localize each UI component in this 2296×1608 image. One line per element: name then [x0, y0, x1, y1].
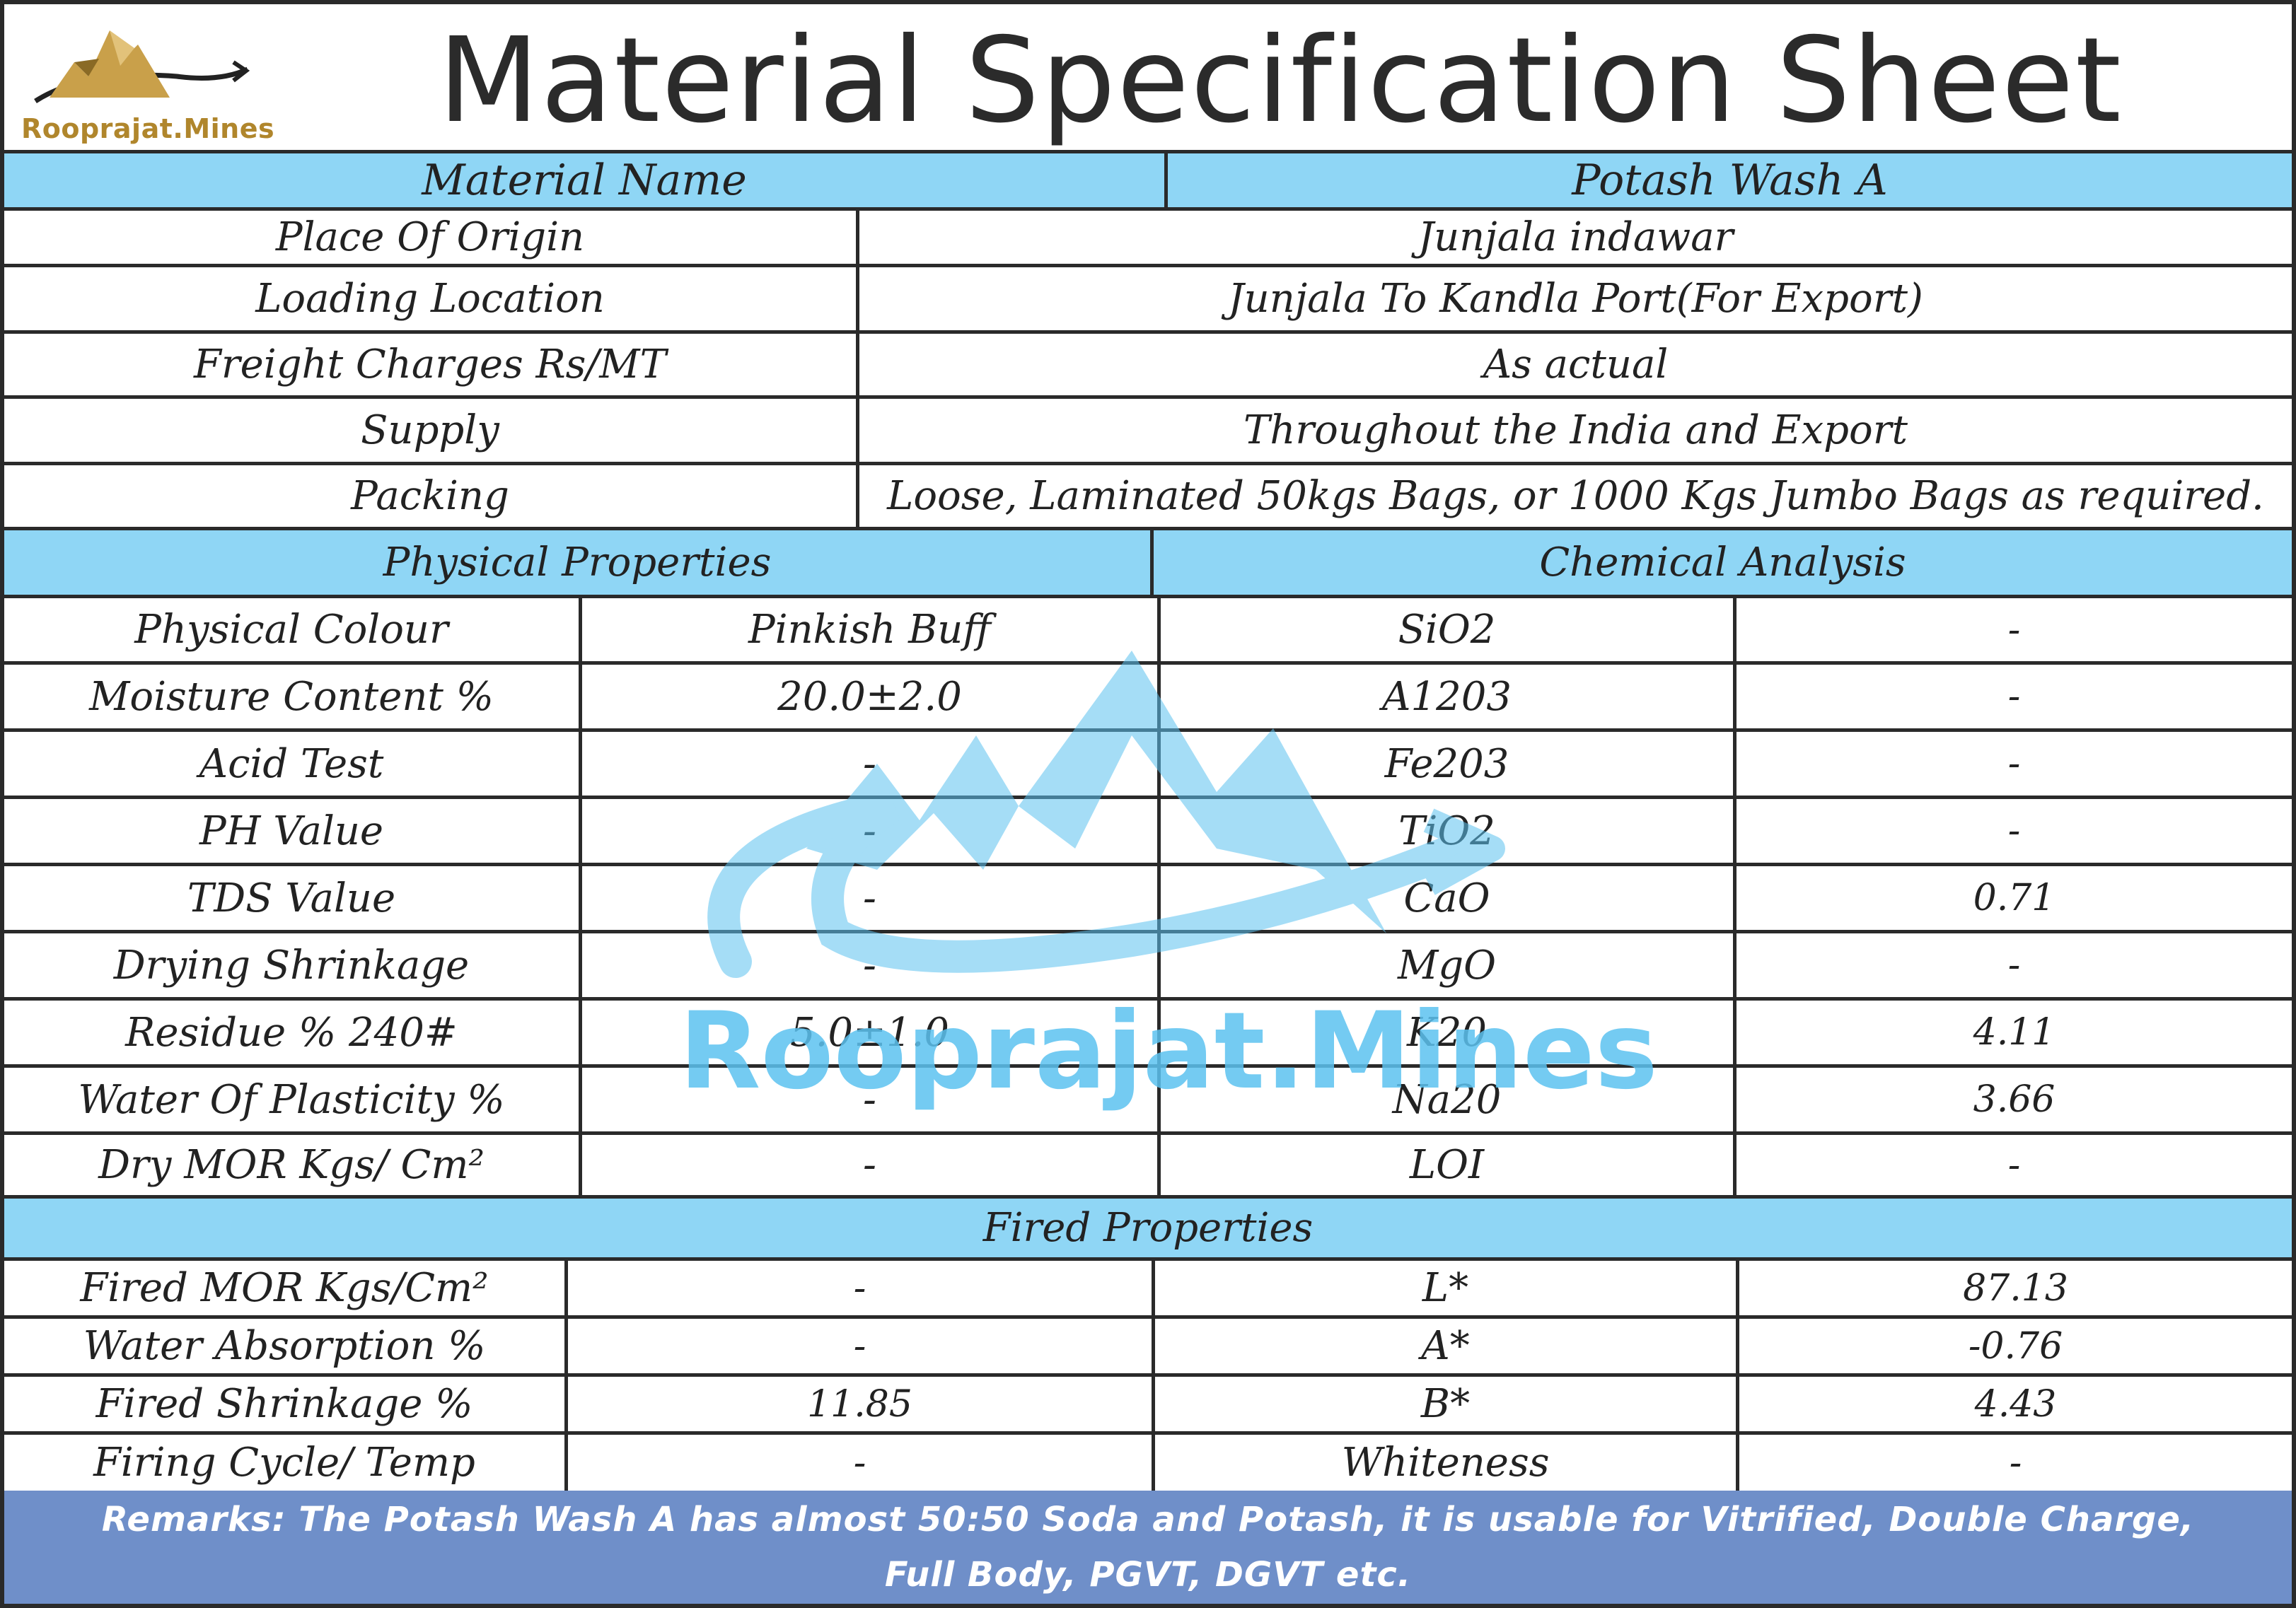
fired-label: Water Absorption % [83, 1323, 486, 1369]
physical-value: Pinkish Buff [579, 598, 1157, 661]
physical-label: Physical Colour [134, 607, 448, 653]
info-label: Place Of Origin [275, 214, 585, 260]
info-row: Packing Loose, Laminated 50kgs Bags, or … [4, 465, 2292, 530]
material-name-row: Material Name Potash Wash A [4, 150, 2292, 211]
physical-value: - [579, 1135, 1157, 1195]
property-row: PH Value - TiO2 - [4, 799, 2292, 866]
property-row: Moisture Content % 20.0±2.0 A1203 - [4, 665, 2292, 732]
chemical-label: TiO2 [1157, 799, 1733, 863]
physical-value: - [579, 866, 1157, 930]
physical-label: Moisture Content % [89, 673, 494, 720]
page-title: Material Specification Sheet [438, 13, 2123, 149]
property-row: TDS Value - CaO 0.71 [4, 866, 2292, 933]
chemical-value: - [1733, 732, 2292, 796]
fired-row: Fired MOR Kgs/Cm² - L* 87.13 [4, 1261, 2292, 1319]
info-value: As actual [856, 334, 2292, 395]
chemical-value: - [1733, 598, 2292, 661]
fired-value: - [564, 1319, 1152, 1373]
info-row: Place Of Origin Junjala indawar [4, 211, 2292, 267]
color-value: 4.43 [1736, 1377, 2292, 1431]
chemical-analysis-heading: Chemical Analysis [1150, 530, 2292, 595]
physical-value: 5.0±1.0 [579, 1001, 1157, 1064]
section-header-row: Physical Properties Chemical Analysis [4, 530, 2292, 598]
color-value: -0.76 [1736, 1319, 2292, 1373]
chemical-label: CaO [1157, 866, 1733, 930]
info-label: Loading Location [255, 276, 605, 322]
physical-label: Drying Shrinkage [113, 942, 470, 989]
fired-properties-header-row: Fired Properties [4, 1199, 2292, 1261]
chemical-label: A1203 [1157, 665, 1733, 728]
fired-row: Firing Cycle/ Temp - Whiteness - [4, 1435, 2292, 1491]
physical-value: 20.0±2.0 [579, 665, 1157, 728]
chemical-label: LOI [1157, 1135, 1733, 1195]
chemical-label: SiO2 [1157, 598, 1733, 661]
chemical-value: 0.71 [1733, 866, 2292, 930]
remarks-line-2: Full Body, PGVT, DGVT etc. [884, 1555, 1412, 1595]
physical-label: TDS Value [187, 875, 396, 921]
physical-label: Dry MOR Kgs/ Cm² [98, 1142, 485, 1188]
chemical-label: MgO [1157, 933, 1733, 997]
info-row: Supply Throughout the India and Export [4, 399, 2292, 465]
color-label: Whiteness [1152, 1435, 1736, 1491]
info-value: Junjala indawar [856, 211, 2292, 264]
info-value: Loose, Laminated 50kgs Bags, or 1000 Kgs… [856, 465, 2292, 527]
property-row: Acid Test - Fe203 - [4, 732, 2292, 799]
chemical-value: - [1733, 933, 2292, 997]
fired-row: Water Absorption % - A* -0.76 [4, 1319, 2292, 1377]
physical-label: Residue % 240# [125, 1009, 458, 1056]
color-value: 87.13 [1736, 1261, 2292, 1315]
physical-value: - [579, 732, 1157, 796]
fired-value: - [564, 1261, 1152, 1315]
color-label: L* [1152, 1261, 1736, 1315]
physical-value: - [579, 799, 1157, 863]
color-value: - [1736, 1435, 2292, 1491]
property-row: Physical Colour Pinkish Buff SiO2 - [4, 598, 2292, 665]
fired-properties-heading: Fired Properties [982, 1205, 1314, 1251]
physical-label: PH Value [199, 808, 384, 854]
chemical-value: 3.66 [1733, 1068, 2292, 1131]
fired-value: 11.85 [564, 1377, 1152, 1431]
property-row: Drying Shrinkage - MgO - [4, 933, 2292, 1001]
remarks-banner: Remarks: The Potash Wash A has almost 50… [4, 1491, 2292, 1604]
property-row: Residue % 240# 5.0±1.0 K20 4.11 [4, 1001, 2292, 1068]
physical-label: Acid Test [199, 740, 384, 787]
fired-label: Fired MOR Kgs/Cm² [80, 1265, 489, 1311]
chemical-label: Na20 [1157, 1068, 1733, 1131]
fired-row: Fired Shrinkage % 11.85 B* 4.43 [4, 1377, 2292, 1435]
color-label: B* [1152, 1377, 1736, 1431]
info-label: Packing [351, 473, 509, 519]
property-row: Dry MOR Kgs/ Cm² - LOI - [4, 1135, 2292, 1199]
mountain-logo-icon [34, 30, 250, 103]
remarks-line-1: Remarks: The Potash Wash A has almost 50… [101, 1500, 2195, 1539]
brand-name: Rooprajat.Mines [21, 113, 275, 144]
chemical-value: - [1733, 665, 2292, 728]
chemical-value: - [1733, 1135, 2292, 1195]
chemical-value: - [1733, 799, 2292, 863]
chemical-label: Fe203 [1157, 732, 1733, 796]
info-value: Junjala To Kandla Port(For Export) [856, 267, 2292, 330]
info-value: Throughout the India and Export [856, 399, 2292, 462]
chemical-value: 4.11 [1733, 1001, 2292, 1064]
info-row: Freight Charges Rs/MT As actual [4, 334, 2292, 399]
material-name-value: Potash Wash A [1164, 153, 2292, 207]
material-name-label: Material Name [422, 156, 747, 205]
fired-label: Firing Cycle/ Temp [93, 1440, 475, 1486]
physical-value: - [579, 1068, 1157, 1131]
physical-value: - [579, 933, 1157, 997]
info-row: Loading Location Junjala To Kandla Port(… [4, 267, 2292, 334]
info-label: Freight Charges Rs/MT [194, 342, 666, 388]
chemical-label: K20 [1157, 1001, 1733, 1064]
info-label: Supply [361, 407, 499, 453]
property-row: Water Of Plasticity % - Na20 3.66 [4, 1068, 2292, 1135]
color-label: A* [1152, 1319, 1736, 1373]
fired-label: Fired Shrinkage % [95, 1381, 473, 1427]
fired-value: - [564, 1435, 1152, 1491]
physical-label: Water Of Plasticity % [78, 1076, 505, 1123]
physical-properties-heading: Physical Properties [383, 540, 772, 585]
